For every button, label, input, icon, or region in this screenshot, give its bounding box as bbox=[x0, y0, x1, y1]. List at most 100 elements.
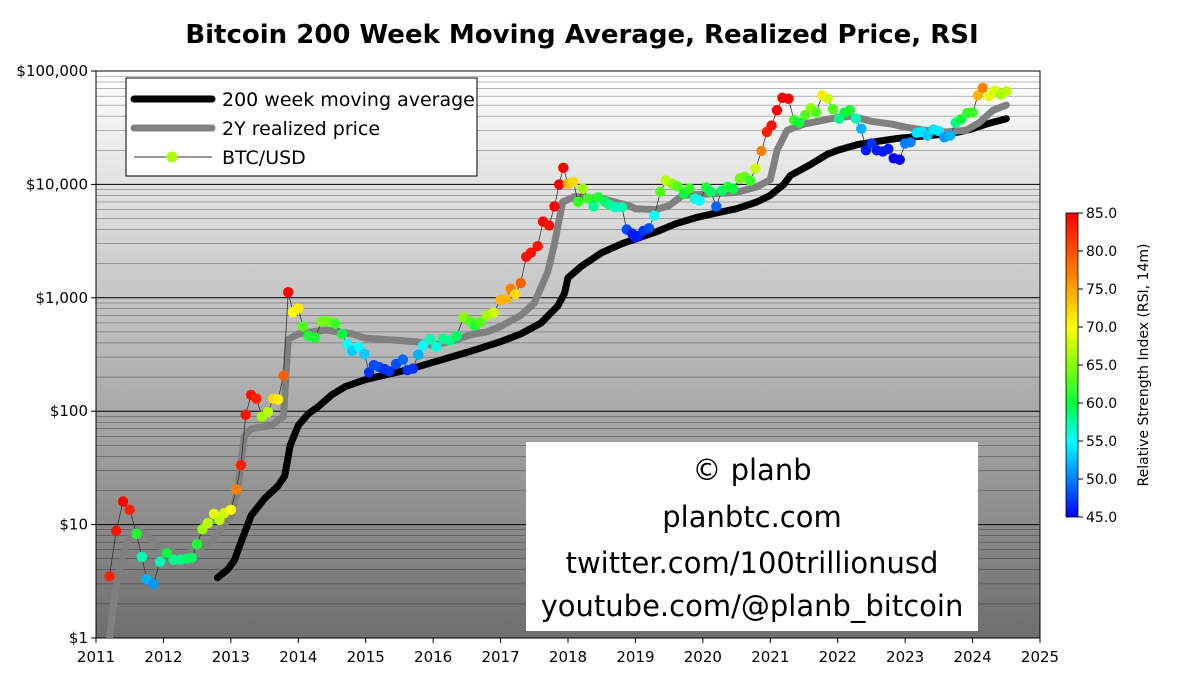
btc-usd-point bbox=[240, 409, 251, 420]
btc-usd-point bbox=[549, 201, 560, 212]
btc-usd-point bbox=[124, 504, 135, 515]
y-tick-label: $10,000 bbox=[26, 175, 88, 193]
btc-usd-point bbox=[262, 407, 274, 418]
y-tick-label: $1,000 bbox=[36, 289, 89, 307]
btc-usd-point bbox=[500, 294, 512, 305]
btc-usd-point bbox=[643, 223, 655, 234]
btc-usd-point bbox=[111, 525, 122, 537]
btc-usd-point bbox=[588, 201, 599, 212]
btc-usd-point bbox=[532, 241, 543, 252]
btc-usd-point bbox=[756, 145, 767, 157]
btc-usd-point bbox=[161, 548, 172, 559]
legend: 200 week moving average 2Y realized pric… bbox=[125, 77, 478, 177]
btc-usd-point bbox=[827, 104, 839, 115]
btc-usd-point bbox=[684, 183, 695, 194]
btc-usd-point bbox=[384, 366, 395, 377]
btc-usd-point bbox=[330, 318, 341, 329]
btc-usd-point bbox=[336, 328, 348, 340]
btc-usd-point bbox=[293, 303, 304, 314]
btc-usd-point bbox=[766, 120, 777, 131]
btc-usd-point bbox=[251, 393, 262, 404]
btc-usd-point bbox=[451, 330, 462, 342]
colorbar-tick-label: 65.0 bbox=[1086, 358, 1117, 374]
x-tick-label: 2012 bbox=[144, 648, 182, 666]
btc-usd-point bbox=[413, 349, 424, 360]
btc-usd-point bbox=[417, 340, 429, 351]
btc-usd-point bbox=[407, 363, 419, 374]
btc-usd-point bbox=[543, 220, 555, 231]
colorbar-tick-label: 45.0 bbox=[1086, 510, 1117, 526]
btc-usd-point bbox=[309, 332, 321, 343]
legend-label-200-week-moving-average: 200 week moving average bbox=[222, 89, 475, 111]
btc-usd-point bbox=[850, 113, 862, 124]
x-tick-label: 2013 bbox=[212, 648, 250, 666]
btc-usd-point bbox=[475, 316, 486, 328]
btc-usd-point bbox=[905, 137, 916, 148]
btc-usd-point bbox=[272, 394, 284, 405]
copyright-line-3: twitter.com/100trillionusd bbox=[566, 546, 939, 580]
btc-usd-point bbox=[154, 556, 166, 567]
btc-usd-point bbox=[672, 181, 684, 192]
btc-usd-point bbox=[750, 163, 761, 174]
btc-usd-point bbox=[424, 334, 435, 345]
btc-usd-point bbox=[783, 93, 794, 104]
btc-usd-point bbox=[568, 176, 579, 188]
btc-usd-point bbox=[945, 130, 956, 141]
btc-usd-point bbox=[525, 247, 537, 258]
x-tick-label: 2021 bbox=[751, 648, 789, 666]
x-axis: 2011 2012 2013 2014 2015 2016 2017 2018 2019 2020… bbox=[77, 638, 1059, 666]
y-tick-label: $100 bbox=[50, 402, 88, 420]
btc-usd-point bbox=[136, 551, 148, 562]
x-tick-label: 2011 bbox=[77, 648, 115, 666]
y-axis: $1 $10 $100 $1,000 $10,000 $100,000 bbox=[16, 62, 96, 647]
btc-usd-point bbox=[694, 195, 705, 206]
btc-usd-point bbox=[577, 183, 588, 194]
btc-usd-point bbox=[655, 186, 666, 197]
colorbar-tick-label: 55.0 bbox=[1086, 434, 1117, 450]
btc-usd-point bbox=[744, 175, 756, 186]
x-tick-label: 2016 bbox=[414, 648, 452, 666]
btc-usd-point bbox=[397, 354, 408, 365]
y-tick-label: $10 bbox=[59, 516, 88, 534]
legend-label-btc-usd: BTC/USD bbox=[222, 147, 306, 169]
btc-usd-point bbox=[515, 277, 526, 289]
btc-usd-point bbox=[558, 162, 569, 173]
btc-usd-point bbox=[488, 307, 499, 318]
y-tick-label: $100,000 bbox=[16, 62, 88, 80]
copyright-line-4: youtube.com/@planb_bitcoin bbox=[541, 589, 964, 623]
colorbar-gradient bbox=[1065, 212, 1079, 518]
btc-usd-point bbox=[572, 196, 584, 208]
colorbar-tick-label: 70.0 bbox=[1086, 320, 1117, 336]
btc-usd-point bbox=[148, 578, 159, 590]
btc-usd-point bbox=[186, 552, 197, 563]
btc-usd-point bbox=[649, 210, 660, 221]
btc-usd-point bbox=[705, 186, 717, 197]
colorbar-tick-label: 85.0 bbox=[1086, 206, 1117, 222]
btc-usd-point bbox=[894, 154, 905, 165]
x-tick-label: 2024 bbox=[953, 648, 991, 666]
copyright-line-2: planbtc.com bbox=[662, 500, 842, 534]
btc-usd-point bbox=[283, 287, 294, 298]
btc-usd-point bbox=[977, 82, 988, 94]
legend-label-2y-realized-price: 2Y realized price bbox=[222, 118, 380, 140]
btc-usd-point bbox=[297, 321, 309, 332]
btc-usd-point bbox=[728, 183, 739, 195]
rsi-colorbar: 85.0 80.0 75.0 70.0 65.0 60.0 55.0 50.0 45.0 Rel… bbox=[1065, 206, 1152, 526]
btc-usd-point bbox=[972, 90, 984, 101]
btc-usd-point bbox=[616, 202, 628, 213]
copyright-line-1: © planb bbox=[692, 453, 811, 487]
btc-usd-point bbox=[844, 105, 856, 116]
btc-usd-point bbox=[711, 201, 722, 212]
x-tick-label: 2020 bbox=[684, 648, 722, 666]
copyright-box: © planb planbtc.com twitter.com/100trill… bbox=[526, 442, 978, 631]
btc-usd-point bbox=[231, 484, 242, 495]
legend-swatch-btc-usd-marker bbox=[166, 151, 178, 163]
btc-usd-point bbox=[225, 504, 237, 515]
x-tick-label: 2025 bbox=[1021, 648, 1059, 666]
x-tick-label: 2022 bbox=[819, 648, 857, 666]
btc-usd-point bbox=[554, 179, 565, 190]
btc-usd-point bbox=[278, 370, 289, 381]
btc-usd-point bbox=[431, 341, 442, 352]
colorbar-tick-label: 80.0 bbox=[1086, 244, 1117, 260]
